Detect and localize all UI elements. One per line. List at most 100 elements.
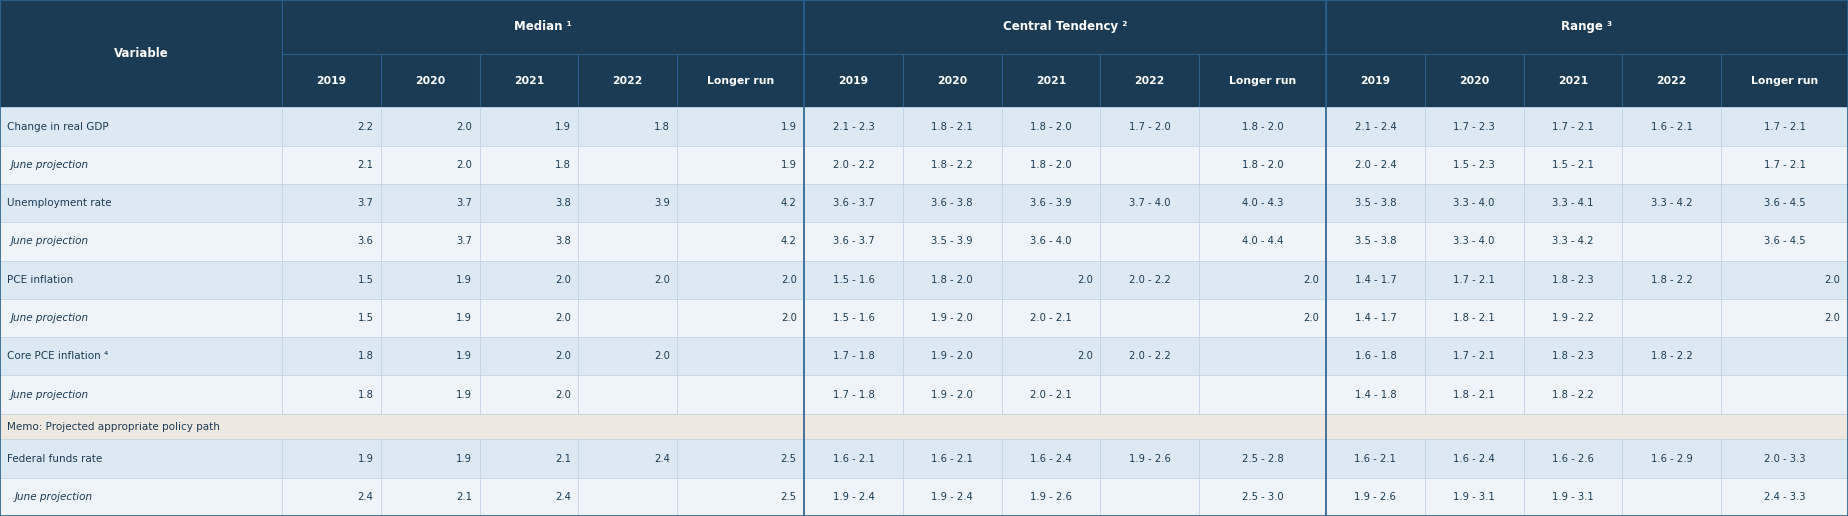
Text: Median ¹: Median ¹ <box>514 20 573 34</box>
Text: 2.0 - 3.3: 2.0 - 3.3 <box>1763 454 1805 463</box>
Text: 3.6 - 3.9: 3.6 - 3.9 <box>1029 198 1072 208</box>
Bar <box>381 337 480 376</box>
Bar <box>1327 261 1425 299</box>
Text: 2.0: 2.0 <box>554 390 571 399</box>
Bar <box>1720 376 1848 414</box>
Bar <box>1425 440 1523 478</box>
Text: 2.1: 2.1 <box>554 454 571 463</box>
Bar <box>804 440 904 478</box>
Bar <box>1425 146 1523 184</box>
Text: 1.4 - 1.8: 1.4 - 1.8 <box>1355 390 1397 399</box>
Bar <box>1327 107 1425 146</box>
Text: Central Tendency ²: Central Tendency ² <box>1003 20 1127 34</box>
Text: PCE inflation: PCE inflation <box>7 275 74 285</box>
Text: 2.0: 2.0 <box>1303 275 1319 285</box>
Text: 3.5 - 3.8: 3.5 - 3.8 <box>1355 236 1397 247</box>
Text: 3.9: 3.9 <box>654 198 669 208</box>
Text: 1.9 - 2.0: 1.9 - 2.0 <box>931 390 974 399</box>
Bar <box>0 0 283 107</box>
Bar <box>804 184 904 222</box>
Text: 2022: 2022 <box>1656 75 1687 86</box>
Bar <box>804 0 1327 54</box>
Bar <box>1523 184 1623 222</box>
Bar <box>1623 261 1720 299</box>
Bar <box>480 54 578 107</box>
Bar <box>1720 440 1848 478</box>
Bar <box>804 299 904 337</box>
Bar <box>283 376 381 414</box>
Bar <box>1425 376 1523 414</box>
Bar <box>1199 299 1327 337</box>
Bar <box>0 222 283 261</box>
Bar <box>1523 376 1623 414</box>
Bar <box>0 299 283 337</box>
Text: 1.9 - 3.1: 1.9 - 3.1 <box>1552 492 1593 502</box>
Text: 1.8: 1.8 <box>554 160 571 170</box>
Text: 4.0 - 4.3: 4.0 - 4.3 <box>1242 198 1283 208</box>
Bar <box>904 222 1002 261</box>
Bar <box>676 184 804 222</box>
Bar <box>1623 299 1720 337</box>
Text: 1.9 - 3.1: 1.9 - 3.1 <box>1453 492 1495 502</box>
Bar <box>0 107 283 146</box>
Text: 1.7 - 2.0: 1.7 - 2.0 <box>1129 122 1170 132</box>
Text: 1.9: 1.9 <box>456 275 473 285</box>
Bar <box>1523 440 1623 478</box>
Bar <box>1720 337 1848 376</box>
Text: June projection: June projection <box>11 313 89 323</box>
Text: 1.7 - 2.1: 1.7 - 2.1 <box>1763 160 1805 170</box>
Text: 1.9 - 2.6: 1.9 - 2.6 <box>1029 492 1072 502</box>
Text: 2.0: 2.0 <box>654 275 669 285</box>
Bar <box>676 54 804 107</box>
Bar <box>381 146 480 184</box>
Text: 1.8 - 2.1: 1.8 - 2.1 <box>1453 390 1495 399</box>
Bar <box>1623 376 1720 414</box>
Bar <box>578 54 676 107</box>
Bar <box>578 107 676 146</box>
Text: 2.4: 2.4 <box>554 492 571 502</box>
Bar <box>804 337 904 376</box>
Text: 1.9 - 2.6: 1.9 - 2.6 <box>1129 454 1170 463</box>
Text: Variable: Variable <box>115 47 168 60</box>
Text: 4.2: 4.2 <box>782 236 796 247</box>
Text: 3.8: 3.8 <box>554 198 571 208</box>
Text: 2.2: 2.2 <box>357 122 373 132</box>
Bar <box>0 414 1848 440</box>
Text: 1.9 - 2.0: 1.9 - 2.0 <box>931 313 974 323</box>
Bar <box>904 478 1002 516</box>
Bar <box>904 337 1002 376</box>
Text: 2.0: 2.0 <box>654 351 669 361</box>
Text: 2.0: 2.0 <box>1303 313 1319 323</box>
Bar <box>480 222 578 261</box>
Text: Federal funds rate: Federal funds rate <box>7 454 103 463</box>
Bar <box>578 222 676 261</box>
Text: 2.5: 2.5 <box>780 492 796 502</box>
Bar <box>1523 261 1623 299</box>
Text: 1.8: 1.8 <box>359 390 373 399</box>
Text: 3.6 - 3.7: 3.6 - 3.7 <box>833 236 874 247</box>
Bar <box>480 440 578 478</box>
Bar <box>0 376 283 414</box>
Bar <box>283 440 381 478</box>
Text: 1.6 - 2.1: 1.6 - 2.1 <box>833 454 874 463</box>
Bar <box>578 146 676 184</box>
Bar <box>904 261 1002 299</box>
Text: June projection: June projection <box>15 492 92 502</box>
Text: 2021: 2021 <box>514 75 543 86</box>
Bar <box>1100 146 1199 184</box>
Text: 3.3 - 4.2: 3.3 - 4.2 <box>1650 198 1693 208</box>
Text: 1.9 - 2.4: 1.9 - 2.4 <box>833 492 874 502</box>
Bar <box>1523 107 1623 146</box>
Text: 2.4 - 3.3: 2.4 - 3.3 <box>1763 492 1805 502</box>
Text: 2.1 - 2.4: 2.1 - 2.4 <box>1355 122 1397 132</box>
Text: Longer run: Longer run <box>1229 75 1295 86</box>
Bar <box>0 478 283 516</box>
Bar <box>1002 337 1100 376</box>
Bar <box>1199 54 1327 107</box>
Bar <box>283 54 381 107</box>
Bar <box>1523 337 1623 376</box>
Text: 4.0 - 4.4: 4.0 - 4.4 <box>1242 236 1283 247</box>
Bar <box>904 440 1002 478</box>
Text: 2.0: 2.0 <box>554 275 571 285</box>
Bar <box>1100 184 1199 222</box>
